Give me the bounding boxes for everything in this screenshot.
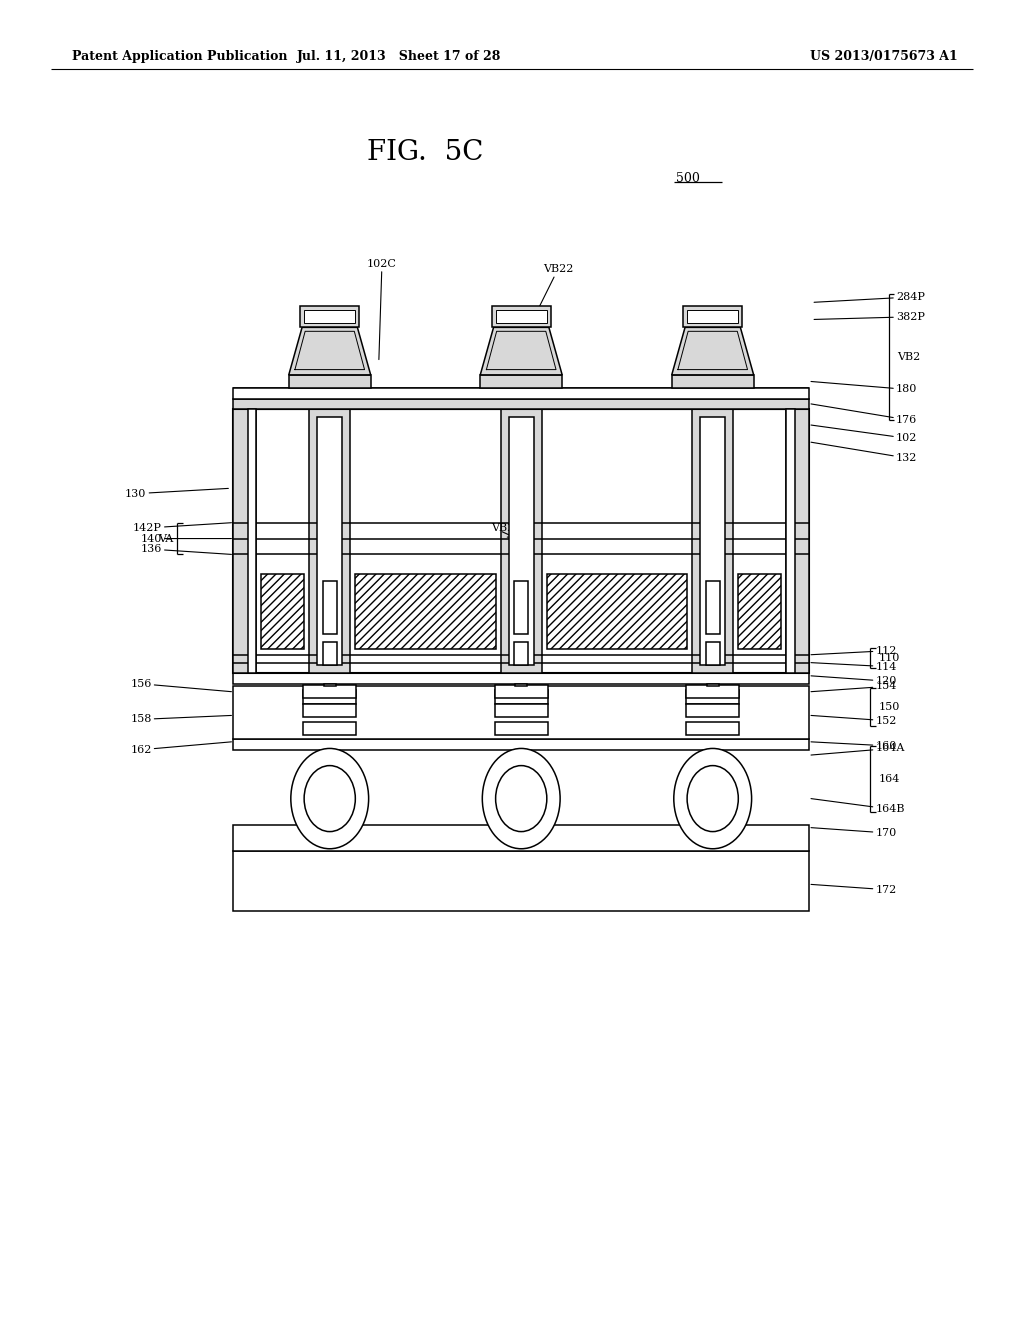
Bar [683,306,742,327]
Text: VA: VA [158,533,173,544]
Bar [323,642,337,665]
Bar [786,409,795,673]
Text: 158: 158 [130,714,231,725]
Circle shape [496,766,547,832]
Text: VB21: VB21 [492,523,522,533]
Bar [509,417,534,665]
Text: 152: 152 [811,715,897,726]
Text: 136: 136 [140,544,231,554]
Bar [495,722,548,735]
Text: 170: 170 [811,828,897,838]
Text: 180: 180 [811,381,918,395]
Bar [496,310,547,323]
Bar [706,642,720,665]
Bar [706,581,720,634]
Text: 284P: 284P [814,292,925,302]
Text: 130: 130 [125,488,228,499]
Bar [309,409,350,673]
Bar [501,409,542,673]
Bar [233,409,809,673]
Bar [248,409,256,673]
Bar [233,825,809,851]
Text: 382P: 382P [814,312,925,322]
Text: Jul. 11, 2013   Sheet 17 of 28: Jul. 11, 2013 Sheet 17 of 28 [297,50,502,63]
Bar [514,581,528,634]
Bar [355,574,496,649]
Bar [495,685,548,698]
Bar [686,685,739,698]
Bar [514,642,528,665]
Circle shape [291,748,369,849]
Bar [547,574,687,649]
Bar [303,722,356,735]
Text: 110: 110 [879,653,900,663]
Bar [233,686,809,739]
Text: 102: 102 [811,425,918,444]
Bar [692,409,733,673]
Bar [495,704,548,717]
Text: 172: 172 [811,884,897,895]
Text: 176: 176 [811,404,918,425]
Bar [317,417,342,665]
Bar [233,673,809,684]
Bar [686,690,739,704]
Polygon shape [480,327,562,375]
Bar [495,690,548,704]
Polygon shape [289,327,371,375]
Bar [738,574,781,649]
Bar [233,409,256,673]
Text: 120: 120 [811,676,897,686]
Bar [233,739,809,750]
Text: 500: 500 [676,172,699,185]
Bar [786,409,809,673]
Bar [300,306,359,327]
Text: 142P: 142P [133,523,231,533]
Text: VB22: VB22 [521,264,573,343]
Circle shape [687,766,738,832]
Bar [303,685,356,698]
Bar [672,375,754,388]
Bar [515,684,527,686]
Bar [233,851,809,911]
Bar [707,684,719,686]
Text: FIG.  5C: FIG. 5C [367,139,483,165]
Text: 140: 140 [140,533,231,544]
Bar [233,388,809,399]
Polygon shape [672,327,754,375]
Text: 102C: 102C [367,259,397,359]
Bar [700,417,725,665]
Bar [686,722,739,735]
Text: 164A: 164A [811,743,905,755]
Text: 162: 162 [130,742,231,755]
Bar [233,399,809,409]
Text: VB2: VB2 [897,352,921,362]
Bar [289,375,371,388]
Bar [303,704,356,717]
Text: US 2013/0175673 A1: US 2013/0175673 A1 [810,50,957,63]
Bar [480,375,562,388]
Circle shape [304,766,355,832]
Circle shape [674,748,752,849]
Circle shape [482,748,560,849]
Text: 160: 160 [811,741,897,751]
Bar [686,704,739,717]
Bar [304,310,355,323]
Bar [323,581,337,634]
Text: 154: 154 [811,681,897,692]
Bar [687,310,738,323]
Text: 150: 150 [879,702,900,711]
Bar [324,684,336,686]
Text: 114: 114 [811,661,897,672]
Bar [492,306,551,327]
Text: 112: 112 [811,645,897,656]
Text: Patent Application Publication: Patent Application Publication [72,50,287,63]
Text: 164B: 164B [811,799,905,814]
Bar [261,574,304,649]
Text: 156: 156 [130,678,231,692]
Text: 164: 164 [879,774,900,784]
Text: 132: 132 [811,442,918,463]
Bar [303,690,356,704]
